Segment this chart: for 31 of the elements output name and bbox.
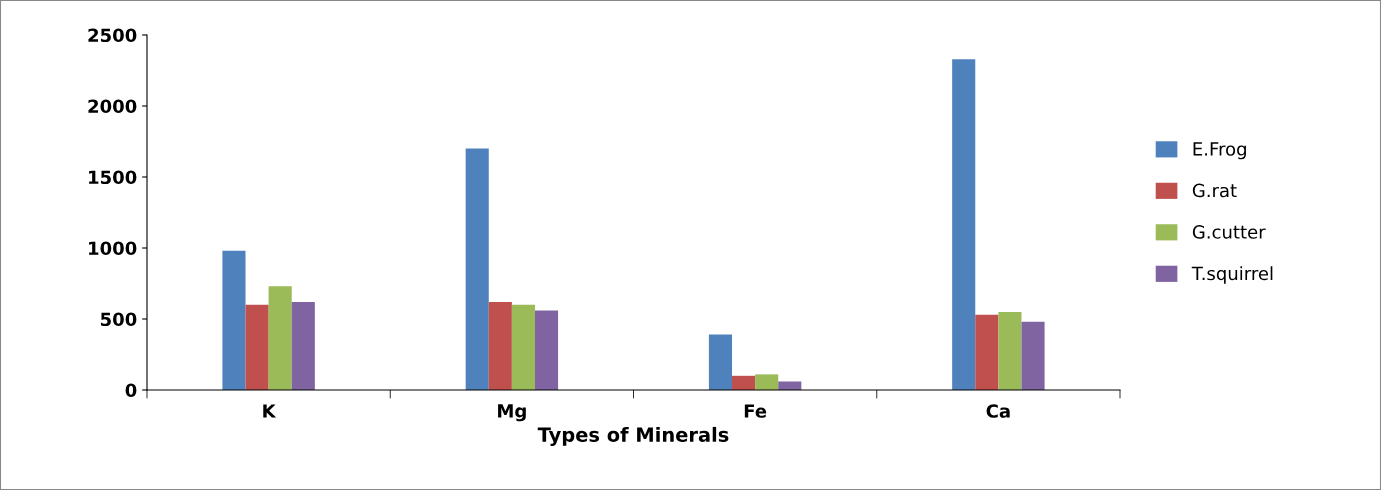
bar xyxy=(1021,321,1045,390)
bar xyxy=(952,59,976,390)
bar xyxy=(291,301,315,390)
y-tick-label: 0 xyxy=(125,383,137,398)
y-tick-label: 1500 xyxy=(89,170,137,185)
bar xyxy=(534,310,559,390)
y-tick-label: 500 xyxy=(100,312,137,327)
bar xyxy=(488,301,512,390)
bar xyxy=(268,286,292,390)
legend-label: G.cutter xyxy=(1192,225,1266,239)
bar xyxy=(732,375,756,390)
bar xyxy=(465,148,489,390)
bar xyxy=(998,311,1022,390)
x-tick-label: Mg xyxy=(498,404,526,422)
legend-label: E.Frog xyxy=(1193,142,1246,160)
bar xyxy=(975,314,999,390)
y-tick-label: 2000 xyxy=(88,99,137,114)
bar xyxy=(755,374,779,390)
bar xyxy=(511,304,535,390)
x-tick-label: K xyxy=(263,404,277,418)
x-tick-label: Fe xyxy=(744,404,767,418)
x-axis-title: Types of Minerals xyxy=(537,426,729,446)
legend-label: G.rat xyxy=(1192,183,1237,198)
x-tick-label: Ca xyxy=(986,404,1010,418)
bar xyxy=(778,381,802,390)
legend-label: T.squirrel xyxy=(1191,266,1273,284)
y-tick-label: 2500 xyxy=(88,28,137,43)
bar xyxy=(245,304,269,390)
bar xyxy=(708,334,733,390)
bar xyxy=(222,250,246,390)
y-tick-label: 1000 xyxy=(89,241,137,256)
